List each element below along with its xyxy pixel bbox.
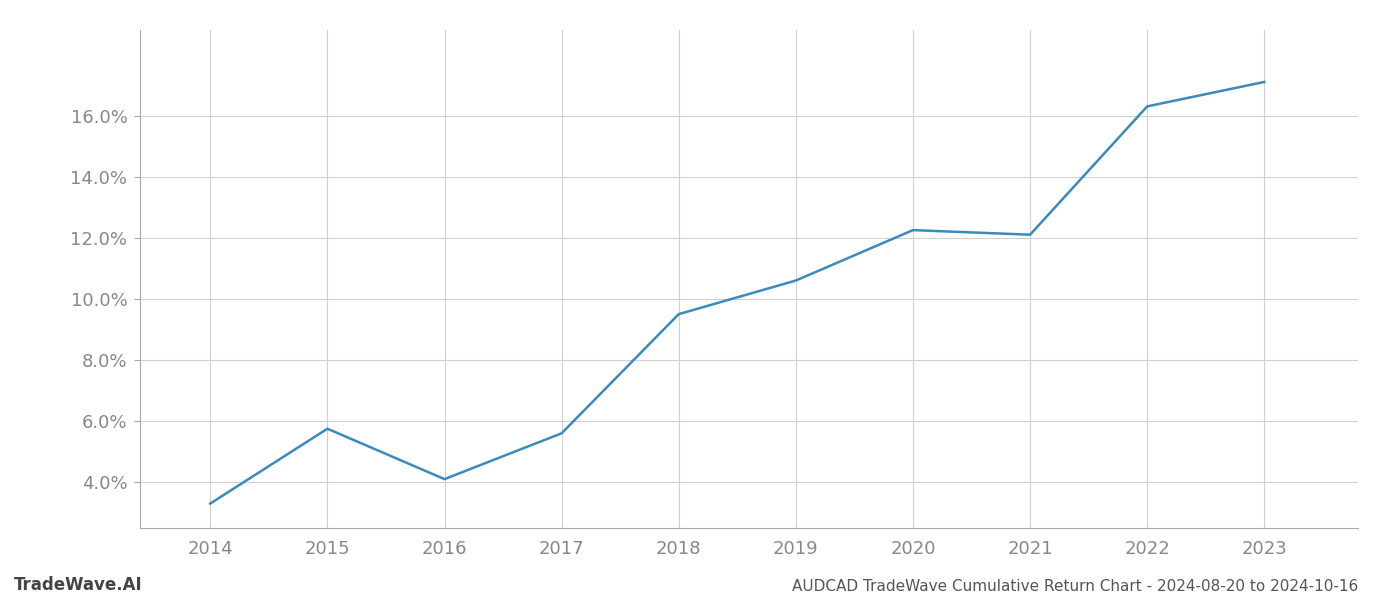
- Text: TradeWave.AI: TradeWave.AI: [14, 576, 143, 594]
- Text: AUDCAD TradeWave Cumulative Return Chart - 2024-08-20 to 2024-10-16: AUDCAD TradeWave Cumulative Return Chart…: [792, 579, 1358, 594]
